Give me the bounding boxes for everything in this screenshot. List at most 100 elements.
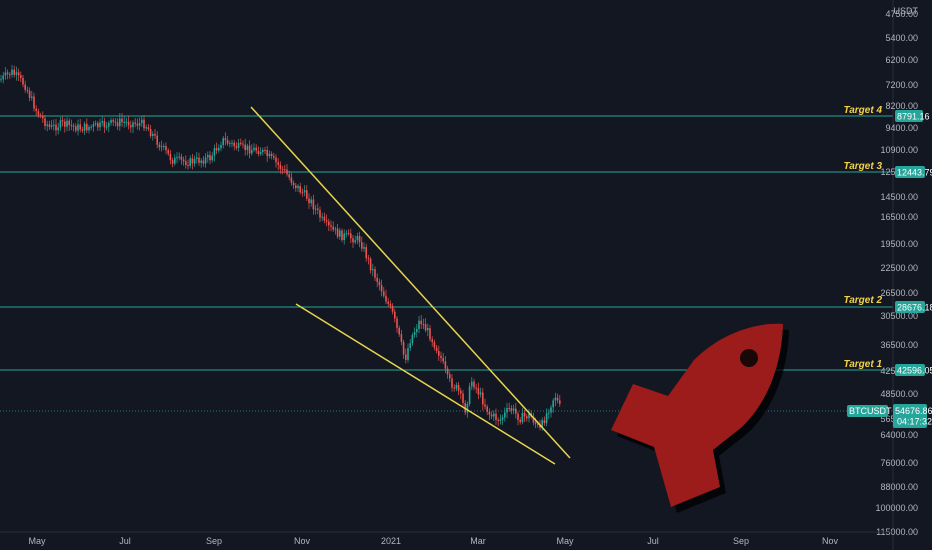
candle-body xyxy=(211,155,213,161)
candle-body xyxy=(310,199,312,204)
target-2: Target 2 28676.18 xyxy=(843,295,932,313)
candle-body xyxy=(174,157,176,164)
candle-body xyxy=(255,147,257,151)
candle-body xyxy=(372,269,374,271)
candle-body xyxy=(66,120,68,127)
candle-body xyxy=(187,165,189,167)
candle-body xyxy=(477,387,480,395)
candle-body xyxy=(189,158,191,166)
y-tick-label: 8200.00 xyxy=(885,101,918,111)
y-tick-label: 115000.00 xyxy=(876,527,918,537)
wedge-upper-line xyxy=(250,106,571,459)
y-tick-label: 88000.00 xyxy=(880,482,918,492)
candle-body xyxy=(220,144,222,149)
candle-body xyxy=(528,413,530,419)
candle-body xyxy=(176,157,178,159)
candle-body xyxy=(493,413,495,417)
candle-body xyxy=(482,392,484,405)
target-3-label: Target 3 xyxy=(843,161,882,172)
candle-body xyxy=(332,226,334,230)
candle-body xyxy=(545,413,548,424)
symbol-tag xyxy=(847,405,888,417)
candle-body xyxy=(226,140,229,144)
candle-body xyxy=(550,407,552,413)
candle-body xyxy=(519,419,521,423)
candle-body xyxy=(143,119,145,129)
candle-body xyxy=(259,152,262,154)
candle-body xyxy=(204,157,207,164)
candle-body xyxy=(534,422,537,424)
candle-body xyxy=(323,216,326,221)
candle-body xyxy=(475,387,477,389)
candle-body xyxy=(53,124,55,126)
candle-body xyxy=(501,417,504,420)
candle-body xyxy=(97,123,99,128)
candle-body xyxy=(468,386,471,404)
candle-body xyxy=(112,120,114,122)
candle-body xyxy=(369,258,372,271)
candle-body xyxy=(506,407,508,413)
candle-body xyxy=(479,392,482,395)
candle-body xyxy=(380,285,383,292)
candle-body xyxy=(79,124,81,130)
target-3-value: 12443.79 xyxy=(897,168,932,178)
last-price-value: 54676.86 xyxy=(895,406,932,416)
candle-body xyxy=(251,149,253,154)
candle-body xyxy=(523,412,526,417)
candle-body xyxy=(416,328,418,333)
target-4-value: 8791.16 xyxy=(897,112,930,122)
currency-label: USDT xyxy=(894,6,919,16)
candle-body xyxy=(490,414,493,417)
candle-body xyxy=(229,143,231,145)
candle-body xyxy=(31,96,33,98)
candle-body xyxy=(145,127,147,129)
candle-body xyxy=(418,320,420,329)
candle-body xyxy=(22,78,24,85)
candle-body xyxy=(299,186,301,193)
candle-body xyxy=(193,159,196,164)
candle-body xyxy=(350,233,352,239)
y-tick-label: 9400.00 xyxy=(885,123,918,133)
candle-body xyxy=(391,305,394,312)
candle-body xyxy=(233,142,235,147)
candle-body xyxy=(28,90,31,98)
candle-body xyxy=(543,420,546,424)
candle-body xyxy=(471,381,473,387)
candle-body xyxy=(266,150,268,157)
time-axis[interactable]: May Jul Sep Nov 2021 Mar May Jul Sep Nov xyxy=(0,531,893,546)
candle-body xyxy=(356,236,359,241)
candle-body xyxy=(290,177,293,183)
y-tick-label: 6200.00 xyxy=(885,55,918,65)
candle-body xyxy=(457,385,460,391)
candle-body xyxy=(90,126,92,128)
last-price-badge: BTCUSDT 54676.86 04:17:32 xyxy=(847,404,932,428)
candle-body xyxy=(101,121,103,123)
candle-body xyxy=(548,412,550,414)
candle-body xyxy=(127,121,130,126)
y-tick-label: 7200.00 xyxy=(885,80,918,90)
candle-body xyxy=(57,127,59,131)
candle-body xyxy=(495,413,497,420)
candle-body xyxy=(319,210,321,218)
candle-body xyxy=(343,233,345,240)
candle-body xyxy=(110,120,112,123)
candle-body xyxy=(429,328,431,340)
candle-body xyxy=(442,357,444,362)
candle-body xyxy=(328,221,330,226)
candle-body xyxy=(268,153,271,157)
candle-body xyxy=(99,122,101,128)
candle-body xyxy=(180,156,183,160)
candle-body xyxy=(167,150,169,154)
candle-body xyxy=(451,378,453,388)
candle-body xyxy=(17,72,20,76)
candle-body xyxy=(178,156,180,158)
candle-body xyxy=(37,111,40,116)
candle-body xyxy=(138,123,141,126)
candle-body xyxy=(352,238,354,243)
candle-body xyxy=(292,182,295,186)
candle-body xyxy=(46,124,48,126)
candle-body xyxy=(339,230,341,237)
candle-body xyxy=(171,160,174,164)
candle-body xyxy=(248,145,251,154)
